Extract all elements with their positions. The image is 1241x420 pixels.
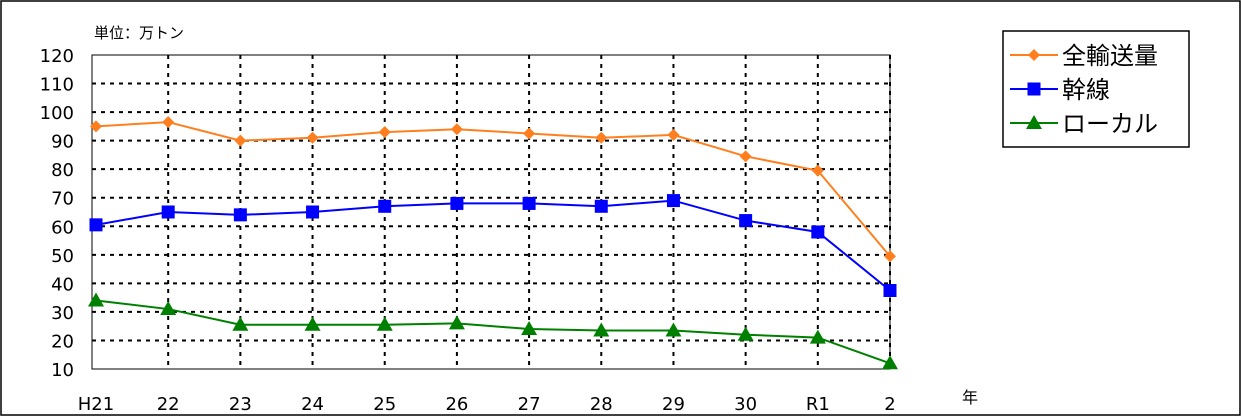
data-point [737, 326, 754, 341]
data-point [884, 250, 896, 263]
data-point [234, 134, 247, 147]
x-axis-tick-labels: H21 22 23 24 25 26 27 28 29 30 R1 2 [78, 394, 896, 415]
legend-item: ローカル [1010, 110, 1158, 138]
legend-marker [1028, 49, 1040, 61]
data-point [811, 164, 824, 177]
data-point [593, 322, 610, 337]
legend-marker [1026, 115, 1042, 129]
data-point [90, 120, 102, 133]
x-tick-label: 30 [734, 394, 757, 415]
data-point [162, 116, 175, 129]
y-tick-label: 110 [40, 75, 74, 96]
gridlines [92, 55, 891, 369]
x-tick-label: R1 [806, 394, 830, 415]
x-tick-label: 23 [229, 394, 252, 415]
data-point [450, 196, 464, 210]
y-tick-label: 70 [51, 189, 74, 210]
series-line [95, 299, 891, 365]
y-tick-label: 100 [40, 103, 74, 124]
data-point [665, 322, 682, 337]
data-point [160, 301, 177, 316]
data-point [739, 214, 753, 228]
data-point [811, 225, 825, 239]
y-axis-tick-labels: 10 20 30 40 50 60 70 80 90 100 110 120 [40, 46, 74, 381]
x-axis-label: 年 [962, 388, 978, 407]
data-point [521, 321, 538, 336]
legend-item: 幹線 [1010, 76, 1110, 104]
data-point [595, 131, 608, 144]
data-point [89, 218, 103, 232]
series-2 [89, 194, 897, 297]
data-point [233, 208, 247, 222]
data-point [666, 194, 680, 208]
data-point [450, 123, 463, 136]
y-tick-label: 80 [51, 160, 74, 181]
y-tick-label: 90 [51, 132, 74, 153]
data-point [667, 128, 680, 141]
x-tick-label: 27 [518, 394, 541, 415]
x-tick-label: 28 [590, 394, 613, 415]
data-point [522, 196, 536, 210]
series-1 [90, 116, 896, 263]
series-line [95, 121, 891, 257]
legend-label: ローカル [1062, 110, 1158, 138]
data-point [594, 199, 608, 213]
data-point [306, 205, 320, 219]
x-tick-label: H21 [78, 394, 114, 415]
data-point [739, 150, 752, 163]
data-point [88, 292, 104, 307]
series-line [95, 199, 891, 292]
y-tick-label: 10 [51, 360, 74, 381]
data-point [378, 199, 392, 213]
data-point [882, 355, 898, 370]
y-tick-label: 50 [51, 246, 74, 267]
data-point [306, 131, 319, 144]
data-point [809, 329, 826, 344]
x-tick-label: 26 [445, 394, 468, 415]
x-tick-label: 25 [373, 394, 396, 415]
series-group [88, 116, 898, 370]
y-tick-label: 20 [51, 331, 74, 352]
data-point [232, 316, 249, 331]
legend-marker [1027, 82, 1041, 96]
data-point [161, 205, 175, 219]
legend-label: 幹線 [1062, 76, 1110, 104]
data-point [376, 316, 393, 331]
legend-label: 全輸送量 [1062, 42, 1158, 70]
series-3 [88, 292, 898, 370]
plot-area [91, 54, 891, 370]
x-tick-label: 29 [662, 394, 685, 415]
unit-label: 単位：万トン [94, 24, 184, 42]
data-point [304, 316, 321, 331]
x-tick-label: 2 [884, 394, 895, 415]
data-point [523, 127, 536, 140]
y-tick-label: 30 [51, 303, 74, 324]
x-tick-label: 24 [301, 394, 324, 415]
y-tick-label: 40 [51, 274, 74, 295]
data-point [448, 315, 465, 330]
y-tick-label: 60 [51, 217, 74, 238]
data-point [883, 284, 897, 297]
data-point [378, 126, 391, 139]
legend-item: 全輸送量 [1010, 42, 1158, 70]
x-tick-label: 22 [157, 394, 180, 415]
y-tick-label: 120 [40, 46, 74, 67]
